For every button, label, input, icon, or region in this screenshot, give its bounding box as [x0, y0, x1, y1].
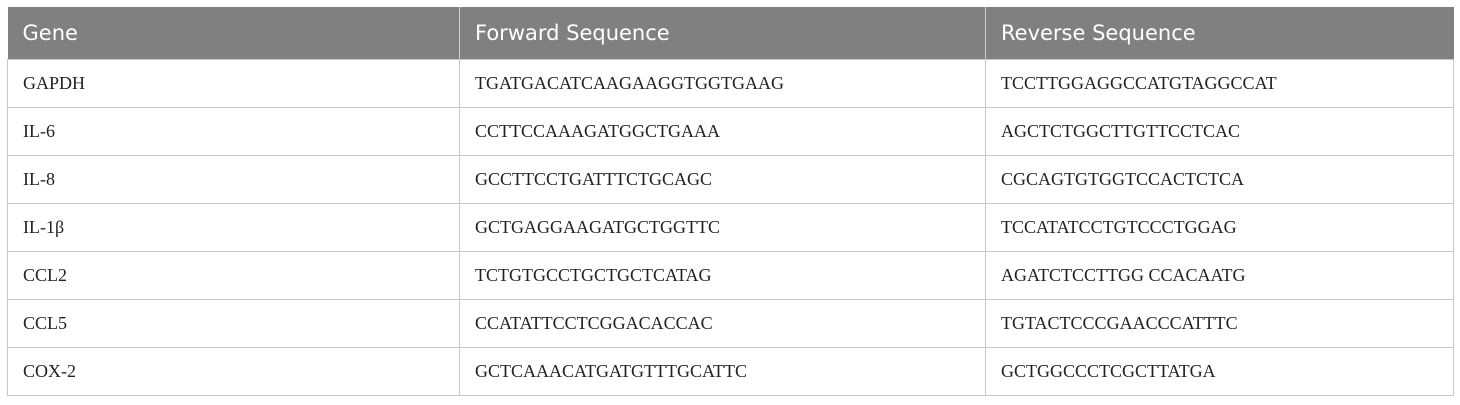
- table-row: IL-6 CCTTCCAAAGATGGCTGAAA AGCTCTGGCTTGTT…: [7, 107, 1454, 156]
- table-row: CCL2 TCTGTGCCTGCTGCTCATAG AGATCTCCTTGG C…: [7, 251, 1454, 300]
- header-forward-sequence: Forward Sequence: [459, 7, 986, 60]
- reverse-sequence-cell: GCTGGCCCTCGCTTATGA: [985, 347, 1454, 396]
- gene-cell: COX-2: [7, 347, 460, 396]
- gene-cell: GAPDH: [7, 59, 460, 108]
- gene-cell: IL-8: [7, 155, 460, 204]
- reverse-sequence-cell: CGCAGTGTGGTCCACTCTCA: [985, 155, 1454, 204]
- reverse-sequence-cell: AGCTCTGGCTTGTTCCTCAC: [985, 107, 1454, 156]
- forward-sequence-cell: TCTGTGCCTGCTGCTCATAG: [459, 251, 986, 300]
- gene-cell: CCL5: [7, 299, 460, 348]
- forward-sequence-cell: CCATATTCCTCGGACACCAC: [459, 299, 986, 348]
- primer-sequence-table: Gene Forward Sequence Reverse Sequence G…: [7, 7, 1454, 396]
- table-row: COX-2 GCTCAAACATGATGTTTGCATTC GCTGGCCCTC…: [7, 347, 1454, 396]
- table-row: IL-1β GCTGAGGAAGATGCTGGTTC TCCATATCCTGTC…: [7, 203, 1454, 252]
- gene-cell: IL-1β: [7, 203, 460, 252]
- reverse-sequence-cell: TCCTTGGAGGCCATGTAGGCCAT: [985, 59, 1454, 108]
- reverse-sequence-cell: TCCATATCCTGTCCCTGGAG: [985, 203, 1454, 252]
- forward-sequence-cell: CCTTCCAAAGATGGCTGAAA: [459, 107, 986, 156]
- primer-table-container: Gene Forward Sequence Reverse Sequence G…: [7, 7, 1454, 396]
- gene-cell: CCL2: [7, 251, 460, 300]
- forward-sequence-cell: GCTGAGGAAGATGCTGGTTC: [459, 203, 986, 252]
- table-row: GAPDH TGATGACATCAAGAAGGTGGTGAAG TCCTTGGA…: [7, 59, 1454, 108]
- forward-sequence-cell: GCCTTCCTGATTTCTGCAGC: [459, 155, 986, 204]
- reverse-sequence-cell: TGTACTCCCGAACCCATTTC: [985, 299, 1454, 348]
- forward-sequence-cell: TGATGACATCAAGAAGGTGGTGAAG: [459, 59, 986, 108]
- gene-cell: IL-6: [7, 107, 460, 156]
- forward-sequence-cell: GCTCAAACATGATGTTTGCATTC: [459, 347, 986, 396]
- reverse-sequence-cell: AGATCTCCTTGG CCACAATG: [985, 251, 1454, 300]
- header-gene: Gene: [7, 7, 460, 60]
- table-header-row: Gene Forward Sequence Reverse Sequence: [7, 7, 1454, 60]
- table-row: IL-8 GCCTTCCTGATTTCTGCAGC CGCAGTGTGGTCCA…: [7, 155, 1454, 204]
- table-row: CCL5 CCATATTCCTCGGACACCAC TGTACTCCCGAACC…: [7, 299, 1454, 348]
- header-reverse-sequence: Reverse Sequence: [1001, 21, 1196, 45]
